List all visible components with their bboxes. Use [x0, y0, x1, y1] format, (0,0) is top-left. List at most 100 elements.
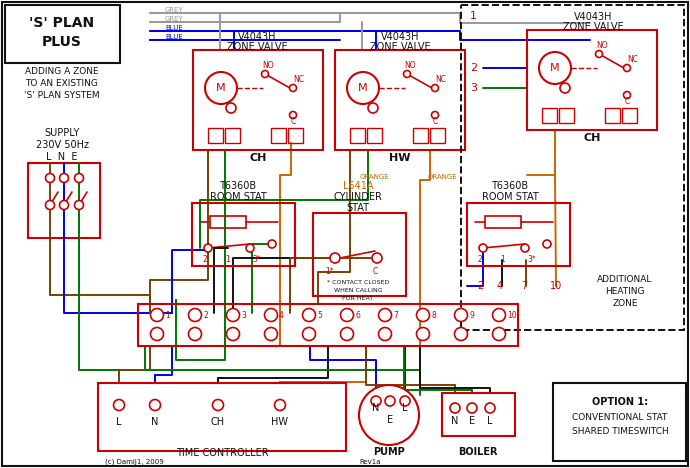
Text: 7: 7 — [521, 281, 527, 291]
Bar — [5, 5, 120, 63]
Circle shape — [150, 328, 164, 341]
Text: NC: NC — [627, 56, 638, 65]
Bar — [335, 50, 465, 150]
Bar — [210, 216, 246, 228]
Text: 2: 2 — [477, 281, 483, 291]
Text: 2: 2 — [470, 63, 477, 73]
Circle shape — [302, 328, 315, 341]
Text: CONVENTIONAL STAT: CONVENTIONAL STAT — [572, 414, 668, 423]
Text: L: L — [116, 417, 121, 427]
Text: ADDING A ZONE: ADDING A ZONE — [26, 67, 99, 76]
Text: 1*: 1* — [326, 268, 335, 277]
Text: 8: 8 — [431, 310, 436, 320]
Text: 'S' PLAN: 'S' PLAN — [30, 16, 95, 30]
Circle shape — [455, 308, 468, 322]
Text: 2: 2 — [203, 310, 208, 320]
Circle shape — [213, 400, 224, 410]
Circle shape — [385, 396, 395, 406]
Bar — [461, 5, 684, 330]
Text: NO: NO — [262, 61, 274, 71]
Circle shape — [204, 244, 212, 252]
Text: V4043H: V4043H — [574, 12, 612, 22]
Text: GREY: GREY — [165, 7, 184, 13]
Circle shape — [275, 400, 286, 410]
Text: 1: 1 — [470, 11, 477, 21]
Circle shape — [347, 72, 379, 104]
Circle shape — [455, 328, 468, 341]
Text: N: N — [451, 416, 459, 426]
Circle shape — [340, 308, 353, 322]
Text: L641A: L641A — [343, 181, 373, 191]
Circle shape — [75, 174, 83, 183]
Text: E: E — [387, 415, 393, 425]
Text: CH: CH — [249, 153, 267, 163]
Text: OPTION 1:: OPTION 1: — [592, 397, 648, 407]
Circle shape — [75, 200, 83, 210]
Circle shape — [113, 400, 124, 410]
Text: TIME CONTROLLER: TIME CONTROLLER — [176, 448, 268, 458]
Text: HW: HW — [389, 153, 411, 163]
Bar — [605, 108, 620, 123]
Circle shape — [302, 308, 315, 322]
Text: 7: 7 — [393, 310, 398, 320]
Text: GREY: GREY — [165, 16, 184, 22]
Circle shape — [264, 328, 277, 341]
Circle shape — [205, 72, 237, 104]
Text: SHARED TIMESWITCH: SHARED TIMESWITCH — [571, 427, 669, 437]
Text: 2: 2 — [203, 256, 208, 264]
Text: CYLINDER: CYLINDER — [333, 192, 382, 202]
Bar — [350, 128, 365, 143]
Circle shape — [372, 253, 382, 263]
Bar — [288, 128, 303, 143]
Circle shape — [404, 71, 411, 78]
Circle shape — [379, 308, 391, 322]
Text: ZONE VALVE: ZONE VALVE — [370, 42, 431, 52]
Text: 1: 1 — [226, 256, 230, 264]
Circle shape — [150, 400, 161, 410]
Text: 6: 6 — [355, 310, 360, 320]
Text: 230V 50Hz: 230V 50Hz — [35, 140, 88, 150]
Circle shape — [290, 85, 297, 92]
Text: Rev1a: Rev1a — [359, 459, 381, 465]
Circle shape — [246, 244, 254, 252]
Text: CH: CH — [211, 417, 225, 427]
Text: C: C — [624, 97, 629, 107]
Circle shape — [624, 65, 631, 72]
Text: 4: 4 — [497, 281, 503, 291]
Circle shape — [262, 71, 268, 78]
Circle shape — [46, 200, 55, 210]
Text: E: E — [469, 416, 475, 426]
Bar — [553, 383, 686, 461]
Text: FOR HEAT: FOR HEAT — [342, 297, 373, 301]
Bar — [193, 50, 323, 150]
Text: * CONTACT CLOSED: * CONTACT CLOSED — [327, 280, 389, 285]
Bar — [559, 108, 574, 123]
Text: BLUE: BLUE — [165, 34, 183, 40]
Text: ORANGE: ORANGE — [360, 174, 390, 180]
Circle shape — [493, 308, 506, 322]
Circle shape — [560, 83, 570, 93]
Text: NC: NC — [435, 75, 446, 85]
Text: C: C — [373, 268, 377, 277]
Text: ROOM STAT: ROOM STAT — [482, 192, 538, 202]
Circle shape — [340, 328, 353, 341]
Bar — [622, 108, 637, 123]
Bar — [208, 128, 223, 143]
Text: 1: 1 — [501, 256, 505, 264]
Text: 10: 10 — [507, 310, 517, 320]
Circle shape — [226, 328, 239, 341]
Text: V4043H: V4043H — [238, 32, 276, 42]
Circle shape — [359, 385, 419, 445]
Text: HEATING: HEATING — [605, 287, 644, 297]
Bar — [413, 128, 428, 143]
Circle shape — [543, 240, 551, 248]
Text: N: N — [151, 417, 159, 427]
Circle shape — [417, 308, 429, 322]
Text: NO: NO — [596, 42, 608, 51]
Text: 9: 9 — [469, 310, 474, 320]
Bar — [271, 128, 286, 143]
Circle shape — [226, 308, 239, 322]
Circle shape — [467, 403, 477, 413]
Text: V4043H: V4043H — [381, 32, 420, 42]
Text: 3*: 3* — [528, 256, 536, 264]
